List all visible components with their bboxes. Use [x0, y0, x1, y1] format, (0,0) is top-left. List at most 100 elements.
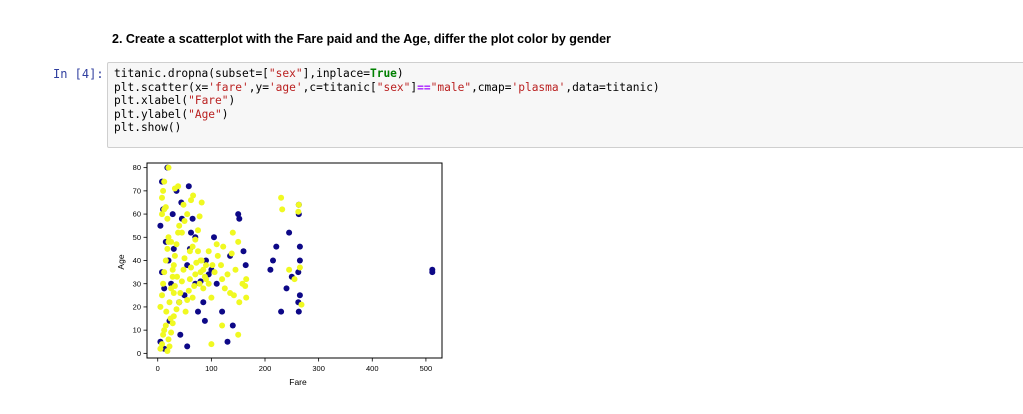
- y-tick-label: 50: [133, 233, 141, 242]
- data-point-female: [178, 278, 185, 285]
- data-point-female: [165, 164, 172, 171]
- y-tick-label: 0: [137, 349, 141, 358]
- data-point-female: [192, 236, 199, 243]
- data-point-female: [236, 299, 243, 306]
- data-point-female: [162, 322, 169, 329]
- data-point-male: [286, 229, 293, 236]
- code-token: titanic.dropna(subset=[: [114, 67, 269, 80]
- data-point-female: [188, 264, 194, 271]
- code-line: plt.show(): [114, 121, 1023, 135]
- code-cell[interactable]: In [4]: titanic.dropna(subset=["sex"],in…: [0, 62, 1023, 152]
- data-point-female: [219, 276, 226, 283]
- data-point-female: [170, 262, 177, 269]
- code-token: plt.xlabel(: [114, 94, 189, 108]
- plot-frame: [146, 162, 443, 359]
- code-token: ,y=: [248, 80, 269, 94]
- data-point-male: [161, 285, 168, 292]
- data-point-female: [161, 178, 168, 185]
- data-point-female: [235, 238, 242, 245]
- data-point-female: [161, 269, 168, 276]
- data-point-male: [296, 292, 303, 299]
- code-token: 'plasma': [511, 80, 566, 94]
- data-point-male: [185, 183, 192, 190]
- data-point-female: [186, 276, 193, 283]
- code-editor[interactable]: titanic.dropna(subset=["sex"],inplace=Tr…: [107, 62, 1023, 148]
- data-point-female: [181, 255, 188, 262]
- input-prompt: In [4]:: [53, 67, 104, 81]
- markdown-cell[interactable]: 2. Create a scatterplot with the Fare pa…: [112, 28, 992, 50]
- data-point-female: [168, 329, 175, 336]
- data-point-male: [177, 331, 184, 338]
- data-point-female: [173, 241, 180, 248]
- data-point-male: [224, 338, 231, 345]
- code-token: ,cmap=: [471, 80, 512, 94]
- x-tick-label: 200: [259, 364, 272, 373]
- data-point-female: [190, 192, 197, 199]
- data-point-female: [164, 245, 171, 252]
- data-point-female: [219, 322, 226, 329]
- y-tick-label: 60: [133, 210, 141, 219]
- data-point-female: [200, 266, 207, 273]
- code-token: ]: [410, 80, 418, 94]
- data-point-female: [157, 345, 164, 352]
- code-token: "sex": [376, 80, 411, 94]
- data-point-female: [171, 283, 178, 289]
- markdown-heading: 2. Create a scatterplot with the Fare pa…: [112, 32, 611, 46]
- data-point-female: [295, 208, 302, 215]
- x-tick-label: 400: [366, 364, 379, 373]
- data-point-female: [177, 290, 184, 296]
- data-point-female: [164, 215, 171, 222]
- data-point-male: [296, 243, 303, 250]
- data-point-female: [165, 336, 172, 343]
- data-point-female: [196, 213, 203, 220]
- data-point-female: [160, 187, 167, 194]
- data-point-female: [278, 194, 285, 201]
- data-point-female: [220, 243, 227, 250]
- data-point-female: [159, 211, 165, 218]
- x-tick-label: 100: [205, 364, 218, 373]
- data-point-female: [228, 250, 235, 257]
- data-point-male: [296, 257, 303, 264]
- data-point-female: [169, 320, 176, 327]
- code-line: plt.ylabel("Age"): [114, 108, 1023, 122]
- data-point-male: [157, 222, 164, 229]
- data-point-female: [157, 303, 164, 310]
- code-token: "male": [430, 80, 472, 94]
- data-point-female: [298, 301, 305, 308]
- x-axis-label: Fare: [289, 377, 307, 387]
- y-tick-label: 80: [133, 163, 141, 172]
- y-tick-label: 30: [133, 279, 141, 288]
- code-line: plt.xlabel("Fare"): [114, 94, 1023, 108]
- data-point-female: [184, 211, 191, 218]
- data-point-female: [165, 234, 172, 241]
- data-point-female: [174, 273, 180, 280]
- data-point-female: [169, 266, 176, 273]
- data-point-female: [181, 218, 188, 224]
- code-token: 'age': [268, 80, 303, 94]
- code-line: plt.scatter(x='fare',y='age',c=titanic["…: [114, 81, 1023, 95]
- data-point-male: [184, 343, 191, 350]
- data-point-female: [185, 287, 192, 294]
- data-point-female: [168, 238, 175, 245]
- data-point-female: [211, 269, 218, 276]
- data-point-female: [171, 252, 178, 259]
- data-point-female: [295, 201, 302, 208]
- code-token: plt.ylabel(: [114, 107, 189, 121]
- data-point-female: [286, 266, 293, 273]
- data-point-female: [218, 262, 224, 269]
- code-token: True: [369, 67, 397, 80]
- code-token: ): [228, 94, 236, 108]
- data-point-female: [209, 262, 216, 269]
- code-token: ,data=titanic): [565, 80, 660, 94]
- data-point-female: [205, 248, 212, 255]
- x-tick-label: 300: [312, 364, 325, 373]
- y-tick-label: 70: [133, 186, 141, 195]
- data-point-female: [195, 227, 201, 234]
- data-point-female: [196, 280, 203, 287]
- data-point-female: [243, 276, 250, 283]
- data-point-female: [221, 285, 228, 292]
- data-point-male: [283, 285, 290, 292]
- code-line: titanic.dropna(subset=["sex"],inplace=Tr…: [114, 67, 1023, 81]
- code-token: ,c=titanic[: [302, 80, 377, 94]
